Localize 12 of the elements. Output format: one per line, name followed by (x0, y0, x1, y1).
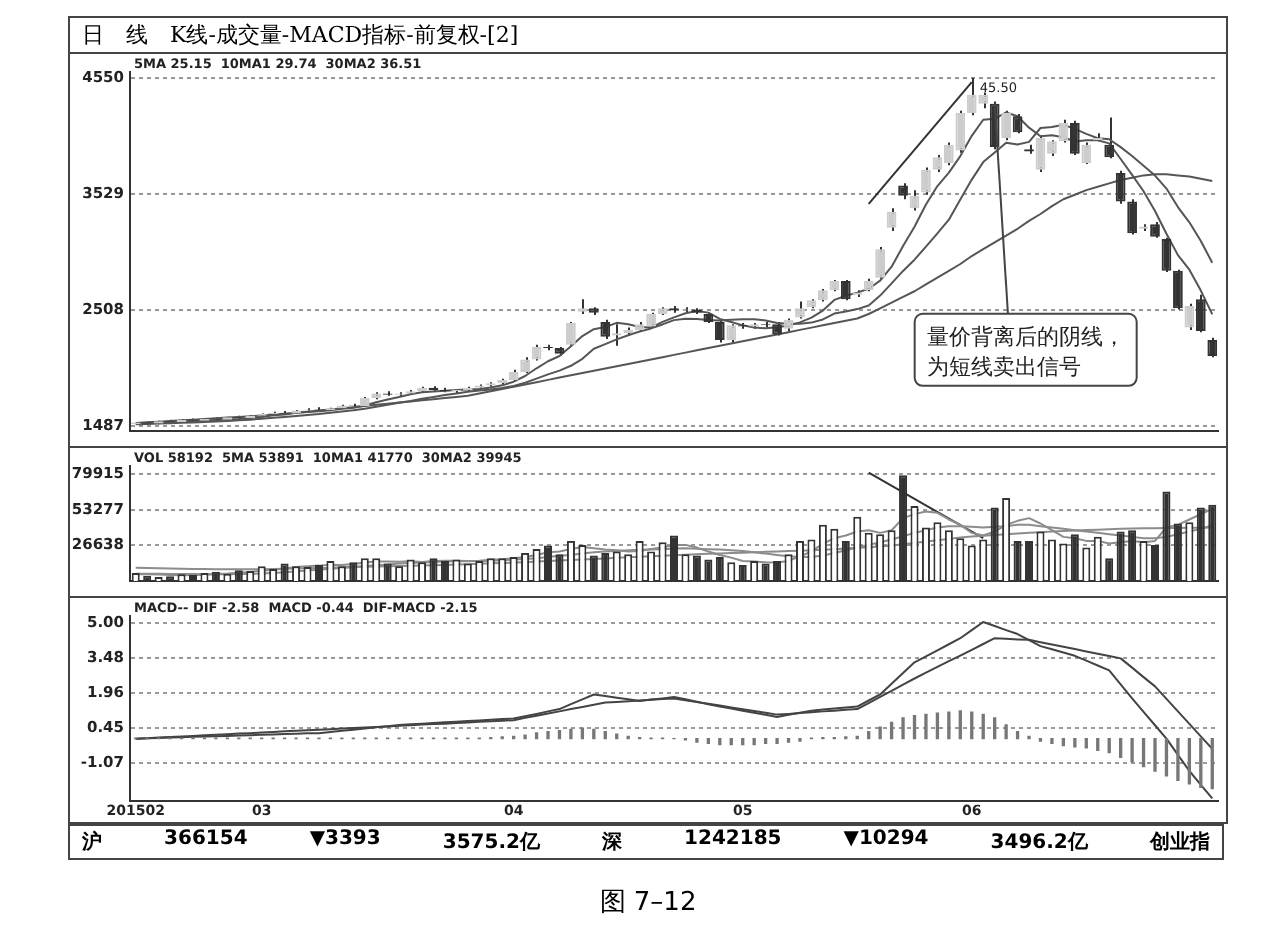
text: ▼10294 (843, 828, 929, 854)
chart-title: 日 线 K线-成交量-MACD指标-前复权-[2] (70, 18, 1226, 54)
text: 366154 (164, 828, 248, 854)
text: 深 (602, 829, 622, 856)
text: 3575.2亿 (442, 829, 540, 856)
text: 沪 (82, 828, 102, 856)
text: 3496.2亿 (990, 829, 1088, 856)
caption: 图 7–12 (597, 886, 699, 920)
text: 1242185 (684, 828, 782, 854)
annotation: 量价背离后的阴线，为短线卖出信号 (926, 323, 1125, 380)
text: ▼3393 (309, 828, 381, 854)
text: 创业指 (1149, 829, 1210, 856)
